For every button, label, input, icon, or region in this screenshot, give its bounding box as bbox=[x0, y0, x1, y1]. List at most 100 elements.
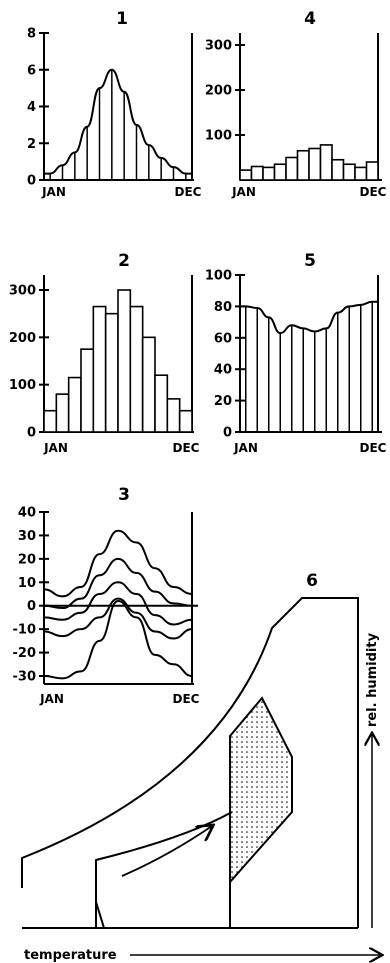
panel-2-bar bbox=[129, 305, 144, 433]
panel-2-bar bbox=[104, 312, 119, 433]
panel-5-point bbox=[302, 327, 305, 330]
panel-4-bar bbox=[331, 158, 345, 181]
panel-5-point bbox=[256, 307, 259, 309]
panel-2-x-end: DEC bbox=[173, 441, 200, 455]
panel-3-ytick-label: 20 bbox=[18, 552, 36, 567]
panel-1-ytick-label: 0 bbox=[27, 174, 36, 189]
panel-1-point bbox=[61, 164, 64, 167]
panel-1-x-end: DEC bbox=[175, 185, 202, 199]
panel-2-bar bbox=[141, 336, 156, 433]
panel-6-inner-step bbox=[95, 901, 105, 929]
panel-3-ytick-label: -30 bbox=[13, 670, 37, 685]
panel-2-bar bbox=[92, 305, 107, 433]
panel-4-bar bbox=[308, 147, 322, 181]
panel-5-ytick-label: 20 bbox=[214, 394, 232, 409]
panel-4-bar bbox=[354, 166, 368, 181]
panel-3-x-start: JAN bbox=[39, 692, 64, 706]
panel-2-x-start: JAN bbox=[43, 441, 68, 455]
panel-4-ytick-label: 100 bbox=[205, 129, 232, 144]
panel-4-title: 4 bbox=[304, 9, 316, 29]
panel-5-title: 5 bbox=[304, 251, 316, 271]
panel-2-bar bbox=[55, 393, 70, 433]
panel-3-ytick-label: -20 bbox=[13, 646, 37, 661]
panel-1: 1 JAN DEC 0 2 4 6 8 bbox=[27, 9, 202, 199]
panel-5-point bbox=[279, 332, 282, 334]
panel-1-point bbox=[74, 151, 76, 154]
panel-4-bar bbox=[273, 163, 287, 181]
panel-1-point bbox=[86, 125, 88, 128]
panel-2-ytick-label: 100 bbox=[9, 378, 36, 393]
panel-2-bar bbox=[166, 398, 181, 433]
panel-6: 6 temperature rel. humidity bbox=[21, 571, 381, 963]
panel-3-ytick-label: 10 bbox=[18, 576, 36, 591]
panel-4-x-start: JAN bbox=[231, 185, 256, 199]
panel-3-series-line bbox=[43, 581, 193, 626]
panel-1-ytick-label: 8 bbox=[27, 27, 36, 42]
panel-3-series-line bbox=[43, 529, 193, 598]
panel-1-title: 1 bbox=[116, 9, 128, 29]
panel-3-series-line bbox=[43, 600, 193, 680]
panel-6-inner-envelope bbox=[95, 811, 233, 928]
panel-4-bar bbox=[250, 165, 264, 181]
panel-2-title: 2 bbox=[118, 251, 130, 271]
panel-3-ytick-label: 0 bbox=[27, 599, 36, 614]
panel-5-point bbox=[371, 300, 374, 303]
panel-5-curve bbox=[240, 300, 378, 335]
panel-4-bar bbox=[342, 163, 356, 181]
panel-2-ytick-label: 300 bbox=[9, 284, 36, 299]
panel-2-ytick-label: 0 bbox=[27, 426, 36, 441]
panel-2-bar bbox=[178, 409, 193, 433]
panel-5-ytick-label: 80 bbox=[214, 300, 232, 315]
panel-1-ytick-label: 2 bbox=[27, 137, 36, 152]
panel-4-bar bbox=[262, 166, 276, 181]
panel-4-bar bbox=[285, 156, 299, 181]
panel-5-point bbox=[290, 324, 293, 327]
panel-5-point bbox=[336, 311, 339, 314]
panel-5-x-start: JAN bbox=[233, 441, 258, 455]
panel-4-bar bbox=[365, 161, 379, 181]
panel-4-bar bbox=[319, 144, 333, 181]
panel-5-point bbox=[359, 304, 362, 306]
panel-1-point bbox=[49, 172, 51, 175]
panel-5-ytick-label: 40 bbox=[214, 363, 232, 378]
panel-4-ytick-label: 300 bbox=[205, 39, 232, 54]
panel-6-ylabel: rel. humidity bbox=[365, 632, 380, 727]
panel-6-title: 6 bbox=[306, 571, 318, 591]
panel-6-outer-envelope bbox=[21, 597, 359, 928]
panel-5-point bbox=[313, 330, 316, 333]
panel-5-x-end: DEC bbox=[360, 441, 387, 455]
panel-1-point bbox=[123, 91, 125, 93]
panel-1-point bbox=[160, 157, 162, 159]
panel-3-title: 3 bbox=[118, 485, 130, 505]
panel-5-point bbox=[244, 305, 247, 308]
panel-4-x-end: DEC bbox=[360, 185, 387, 199]
panel-1-curve bbox=[44, 68, 192, 175]
panel-3-ytick-label: 40 bbox=[18, 506, 36, 521]
panel-1-x-start: JAN bbox=[41, 185, 66, 199]
panel-4: 4 JAN DEC 100 200 300 bbox=[205, 9, 387, 199]
panel-2-bar bbox=[80, 348, 95, 433]
panel-1-point bbox=[111, 68, 113, 71]
panel-3-ytick-label: 30 bbox=[18, 529, 36, 544]
panel-2-bar bbox=[67, 376, 82, 433]
panel-4-bar bbox=[296, 149, 310, 181]
panel-1-ytick-label: 4 bbox=[27, 100, 36, 115]
panel-2-bar bbox=[43, 409, 58, 433]
panel-4-bar bbox=[239, 169, 253, 181]
panel-2: 2 JAN DEC 0 100 200 300 bbox=[9, 251, 200, 455]
panel-3-series-line bbox=[43, 557, 193, 610]
panel-1-point bbox=[135, 124, 138, 126]
panel-2-bar bbox=[154, 374, 169, 433]
panel-2-ytick-label: 200 bbox=[9, 331, 36, 346]
panel-3-ytick-label: -10 bbox=[13, 623, 37, 638]
panel-1-point bbox=[185, 172, 187, 175]
panel-4-ytick-label: 200 bbox=[205, 84, 232, 99]
panel-6-dotted-zone bbox=[229, 696, 293, 885]
panel-1-point bbox=[172, 166, 175, 168]
panel-1-point bbox=[148, 144, 150, 146]
panel-5-point bbox=[325, 327, 328, 330]
panel-5-ytick-label: 60 bbox=[214, 331, 232, 346]
panel-2-bar bbox=[117, 289, 132, 433]
panel-5-ytick-label: 100 bbox=[205, 269, 232, 284]
